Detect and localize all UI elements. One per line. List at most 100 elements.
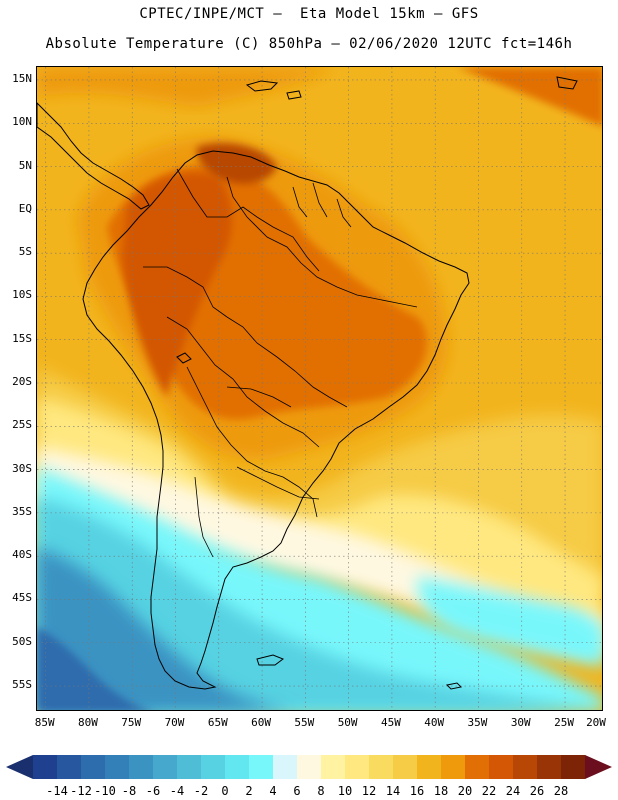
- lat-label: 15S: [12, 331, 32, 345]
- color-scale-bar: [6, 755, 612, 779]
- lon-label: 30W: [510, 716, 531, 729]
- lat-lon-grid: [37, 67, 602, 710]
- lat-label: 15N: [12, 71, 32, 85]
- zone-north: [37, 67, 602, 247]
- south-georgia: [445, 682, 463, 690]
- zone-atlantic-cold: [417, 577, 602, 667]
- map-title: CPTEC/INPE/MCT – Eta Model 15km – GFS: [139, 6, 479, 22]
- lon-label: 55W: [294, 716, 315, 729]
- temperature-map: [36, 66, 603, 711]
- lat-label: 50S: [12, 634, 32, 648]
- colorbar-tick-label: -6: [145, 784, 161, 798]
- lon-label: 25W: [554, 716, 574, 729]
- colorbar-tick-label: 24: [505, 784, 521, 798]
- country-borders: [143, 168, 418, 558]
- colorbar-tick-label: -2: [193, 784, 209, 798]
- falkland-islands: [256, 654, 285, 666]
- colorbar-cell: [273, 755, 298, 779]
- colorbar-cell: [33, 755, 58, 779]
- colorbar-high-arrow: [585, 755, 612, 779]
- colorbar-cell: [417, 755, 442, 779]
- lat-label: EQ: [18, 201, 32, 215]
- colorbar-cell: [345, 755, 370, 779]
- lat-label: 20S: [12, 375, 32, 388]
- colorbar-cell: [249, 755, 274, 779]
- lon-label: 35W: [467, 716, 488, 729]
- zone-yellow-light: [37, 397, 602, 627]
- lat-label: 40S: [12, 548, 32, 562]
- colorbar-tick-label: 18: [433, 784, 449, 798]
- south-america-coast: [82, 150, 470, 690]
- lon-label: 45W: [380, 716, 401, 729]
- colorbar-low-arrow: [6, 755, 33, 779]
- colorbar-tick-label: 8: [317, 784, 325, 798]
- colorbar-cell: [105, 755, 130, 779]
- colorbar-tick-label: -12: [70, 784, 92, 798]
- colorbar-tick-label: 10: [337, 784, 353, 798]
- lat-label: 10N: [12, 115, 32, 129]
- colorbar-tick-label: 20: [457, 784, 473, 798]
- colorbar-cell: [177, 755, 202, 779]
- zone-venezuela-hot: [196, 143, 277, 184]
- colorbar-cell: [561, 755, 586, 779]
- colorbar-cell: [153, 755, 178, 779]
- colorbar-cell: [57, 755, 82, 779]
- colorbar-tick-label: 4: [269, 784, 277, 798]
- colorbar-tick-label: 12: [361, 784, 377, 798]
- lake-titicaca: [176, 352, 192, 364]
- colorbar-cell: [465, 755, 490, 779]
- colorbar-tick-label: 16: [409, 784, 425, 798]
- colorbar-cell: [513, 755, 538, 779]
- map-subtitle: Absolute Temperature (C) 850hPa – 02/06/…: [45, 36, 573, 52]
- temperature-zones: [37, 67, 602, 710]
- lat-label: 30S: [12, 461, 32, 475]
- colorbar-cell: [201, 755, 226, 779]
- lon-label: 20W: [586, 716, 606, 729]
- colorbar-tick-label: 2: [245, 784, 253, 798]
- lat-label: 55S: [12, 678, 32, 692]
- colorbar-cells: [33, 755, 586, 779]
- lat-label: 10S: [12, 288, 32, 302]
- colorbar-cell: [321, 755, 346, 779]
- colorbar-tick-label: -4: [169, 784, 185, 798]
- lon-label: 70W: [164, 716, 185, 729]
- lon-label: 50W: [337, 716, 358, 729]
- colorbar-tick-label: 26: [529, 784, 545, 798]
- colorbar-tick-label: 22: [481, 784, 497, 798]
- temperature-field: [37, 67, 602, 710]
- colorbar-cell: [393, 755, 418, 779]
- zone-northeast-hot: [457, 67, 602, 127]
- colorbar-tick-label: 0: [221, 784, 229, 798]
- lon-label: 85W: [34, 716, 55, 729]
- zone-cold-blue: [37, 547, 287, 710]
- colorbar-cell: [297, 755, 322, 779]
- colorbar-cell: [537, 755, 562, 779]
- colorbar-cell: [369, 755, 394, 779]
- lon-label: 60W: [251, 716, 271, 729]
- zone-andes-west-hot: [122, 173, 232, 397]
- colorbar-cell: [489, 755, 514, 779]
- colorbar-tick-label: -8: [121, 784, 137, 798]
- zone-coldest: [37, 627, 150, 710]
- colorbar-tick-label: -10: [94, 784, 116, 798]
- lon-label: 65W: [207, 716, 228, 729]
- colorbar-tick-label: 6: [293, 784, 301, 798]
- colorbar-cell: [225, 755, 250, 779]
- colorbar-tick-label: 28: [553, 784, 569, 798]
- lat-label: 5S: [18, 245, 32, 259]
- colorbar-cell: [129, 755, 154, 779]
- colorbar-cell: [81, 755, 106, 779]
- caribbean-islands: [245, 76, 578, 100]
- central-america-coast: [37, 102, 150, 210]
- lat-label: 5N: [18, 158, 32, 172]
- lat-label: 45S: [12, 591, 32, 605]
- lat-label: 35S: [12, 504, 32, 518]
- lon-label: 75W: [121, 716, 142, 729]
- colorbar-tick-label: -14: [46, 784, 68, 798]
- colorbar-cell: [441, 755, 466, 779]
- lon-label: 80W: [78, 716, 98, 729]
- colorbar-tick-label: 14: [385, 784, 401, 798]
- lat-label: 25S: [12, 418, 32, 432]
- lon-label: 40W: [424, 716, 445, 729]
- coastlines: [37, 76, 578, 690]
